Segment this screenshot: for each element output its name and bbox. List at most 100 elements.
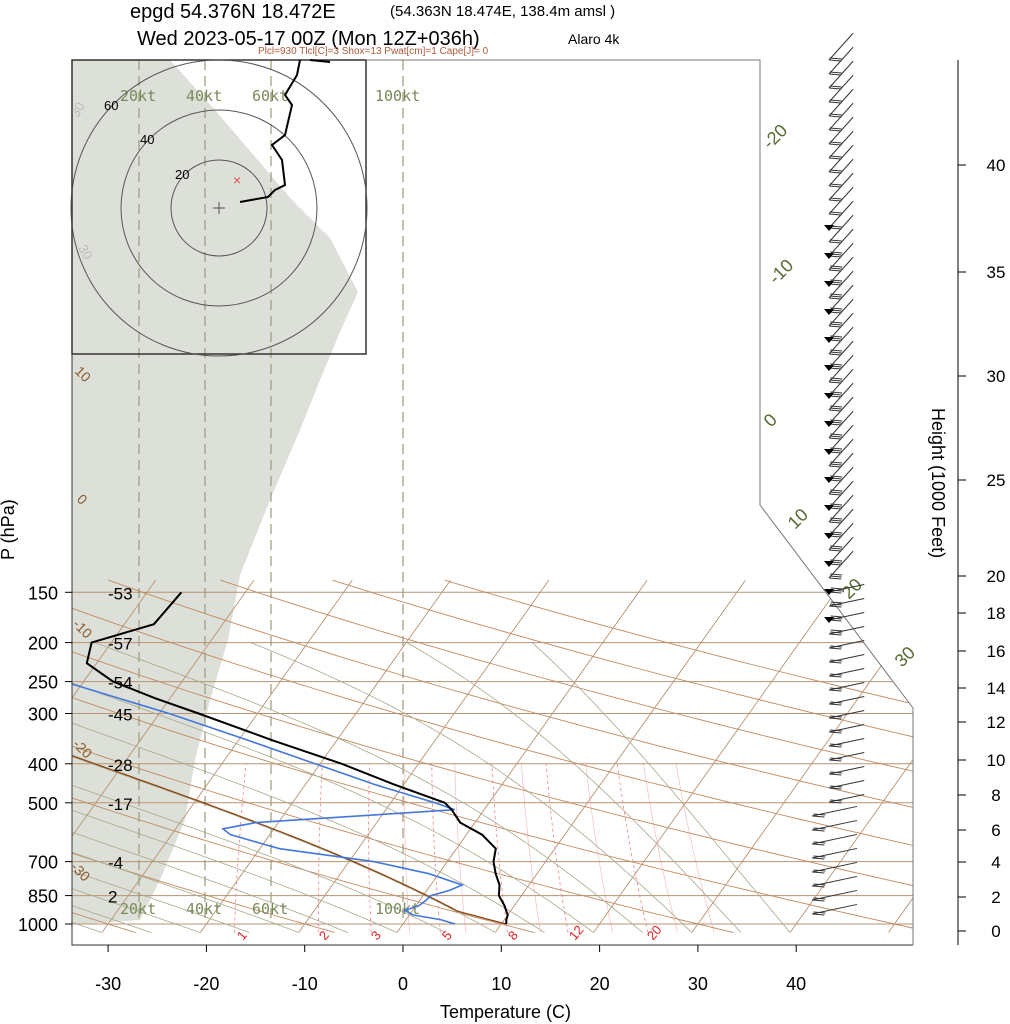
p-tick-label: 850: [28, 887, 58, 907]
wind-barb-flag: [829, 577, 842, 580]
mixing-ratio-line: [233, 763, 247, 933]
wind-scale-label-bottom: 40kt: [186, 900, 222, 918]
wind-barb-flag: [813, 897, 826, 900]
height-tick-label: 30: [987, 367, 1006, 386]
thermodynamic-grid: [72, 579, 913, 933]
hodograph-ring: [170, 159, 268, 257]
wind-barb-flag: [829, 325, 842, 328]
wind-barb-staff: [828, 214, 854, 243]
isotherm-line: [199, 579, 451, 933]
p-tick-label: 700: [28, 853, 58, 873]
isotherm-label: -10: [765, 255, 798, 288]
wind-barb-flag: [830, 251, 843, 254]
x-tick-label: 0: [398, 974, 408, 994]
isotherm-line: [72, 579, 156, 933]
wind-barb-staff: [828, 696, 865, 705]
wind-barb-flag: [829, 171, 842, 174]
wind-barb-flag: [829, 773, 842, 776]
wind-barb-flag: [829, 407, 842, 410]
wind-barb-flag: [829, 575, 842, 578]
level-temp-label: -57: [108, 635, 133, 654]
wind-barb-flag: [830, 757, 843, 760]
mixing-ratio-label: 8: [505, 928, 521, 943]
wind-scale-label-bottom: 20kt: [120, 900, 156, 918]
wind-barb-flag: [829, 353, 842, 356]
isotherm-line: [494, 579, 746, 933]
isotherm-line: [789, 579, 913, 933]
wind-barb-flag: [830, 349, 843, 352]
wind-scale-label-top: 20kt: [120, 87, 156, 105]
wind-barb-staff: [828, 438, 854, 467]
dry-adiabat: [72, 579, 734, 933]
dry-adiabat: [444, 579, 913, 933]
mixing-ratio-label: 20: [644, 922, 665, 943]
wind-barb-staff: [828, 172, 854, 201]
height-tick-label: 16: [987, 642, 1006, 661]
moist-adiabat: [72, 642, 594, 933]
wind-barb-flag: [829, 463, 842, 466]
wind-barb-staff: [828, 766, 865, 775]
wind-barb-flag: [829, 213, 842, 216]
stable-layer-shading: [72, 60, 358, 925]
wind-barb-pennant: [824, 505, 834, 511]
mixing-ratio-line: [491, 763, 508, 933]
wind-barb-staff: [828, 298, 854, 327]
level-temp-label: -4: [108, 854, 123, 873]
location-detail: (54.363N 18.474E, 138.4m amsl ): [390, 3, 615, 20]
dry-adiabat: [72, 579, 913, 933]
wind-barb-flag: [829, 717, 842, 720]
wind-barb-staff: [828, 508, 854, 537]
moist-adiabat: [94, 642, 643, 933]
mixing-ratio-line: [318, 763, 323, 933]
wind-barb-flag: [830, 391, 843, 394]
wind-barb-flag: [830, 631, 843, 634]
wind-barb-flag: [829, 435, 842, 438]
wind-barb-flag: [812, 885, 825, 888]
wind-barb-flag: [829, 129, 842, 132]
wind-barb-staff: [828, 200, 854, 229]
wind-barb-staff: [828, 452, 854, 481]
wind-barb-flag: [829, 647, 842, 650]
wind-scale-label-top: 40kt: [186, 87, 222, 105]
x-axis-label: Temperature (C): [440, 1002, 571, 1022]
wind-barb-flag: [829, 295, 842, 298]
wind-scale-label-bottom: 60kt: [252, 900, 288, 918]
wind-barb-flag: [830, 517, 843, 520]
wind-barb-flag: [830, 293, 843, 296]
wind-barb-staff: [828, 340, 854, 369]
hodograph-storm-marker: ×: [233, 172, 241, 188]
wind-barb-flag: [830, 475, 843, 478]
wind-barbs: [811, 32, 865, 916]
wind-barb-flag: [829, 99, 842, 102]
x-tick-label: -10: [292, 974, 318, 994]
isotherm-line: [72, 579, 255, 933]
wind-barb-flag: [829, 547, 842, 550]
wind-barb-staff: [828, 794, 865, 803]
wind-barb-flag: [829, 211, 842, 214]
height-tick-label: 40: [987, 156, 1006, 175]
p-tick-label: 250: [28, 673, 58, 693]
plot-boundary: [366, 59, 914, 945]
wind-barb-flag: [829, 141, 842, 144]
moist-adiabat: [72, 642, 299, 933]
wind-barb-staff: [828, 654, 865, 663]
wind-barb-flag: [829, 239, 842, 242]
isotherm-line: [691, 579, 913, 933]
axis-frame: [71, 60, 913, 946]
p-tick-label: 300: [28, 704, 58, 724]
wind-barb-flag: [813, 855, 826, 858]
wind-barb-flag: [830, 279, 843, 282]
wind-barb-flag: [829, 157, 842, 160]
wind-barb-staff: [828, 270, 854, 299]
wind-barb-flag: [829, 241, 842, 244]
wind-barb-flag: [812, 899, 825, 902]
wind-barb-flag: [830, 433, 843, 436]
wind-scale-label-top: 100kt: [375, 87, 420, 105]
wind-barb-flag: [812, 913, 825, 916]
wind-barb-flag: [829, 745, 842, 748]
wind-barb-flag: [813, 827, 826, 830]
wind-barb-flag: [830, 559, 843, 562]
moist-adiabat: [72, 642, 201, 933]
x-tick-label: 20: [590, 974, 610, 994]
wind-barb-flag: [830, 771, 843, 774]
